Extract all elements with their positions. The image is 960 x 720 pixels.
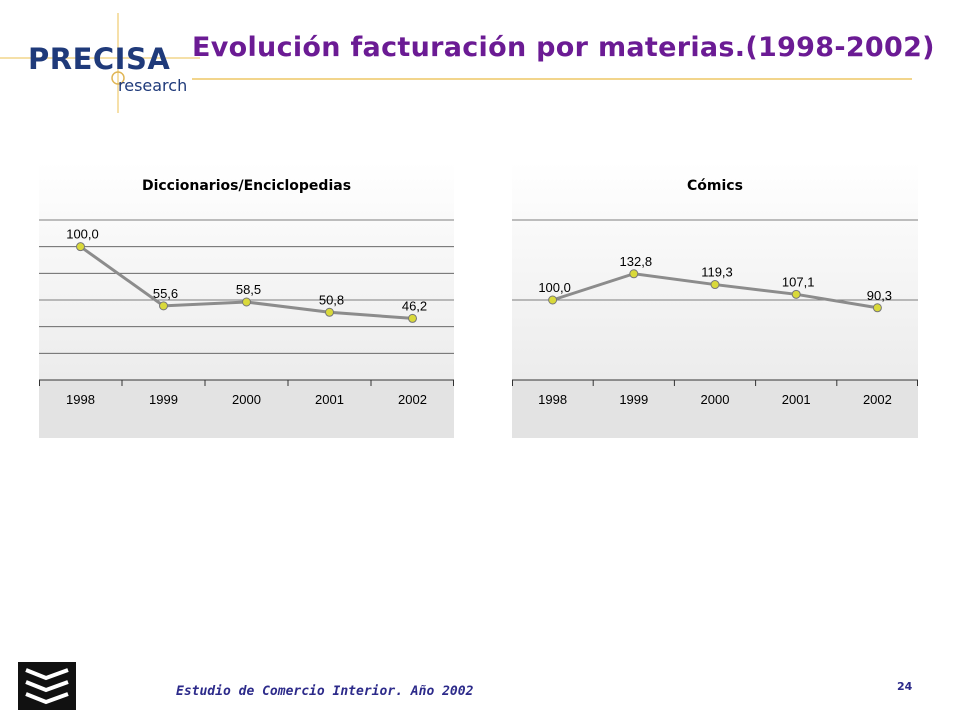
data-label: 107,1	[782, 274, 815, 289]
x-tick-label: 2001	[782, 392, 811, 407]
data-point	[408, 313, 417, 323]
x-tick-label: 1999	[149, 392, 178, 407]
x-tick-label: 1999	[619, 392, 648, 407]
logo-crosshair-icon	[0, 13, 200, 113]
data-point	[629, 269, 639, 279]
data-label: 90,3	[867, 288, 892, 303]
footer-text: Estudio de Comercio Interior. Año 2002	[176, 684, 474, 699]
chart-diccionarios-svg: Diccionarios/Enciclopedias 100,0 55,6 58,5 5…	[39, 162, 454, 438]
data-label: 100,0	[538, 280, 571, 295]
data-label: 119,3	[701, 265, 733, 280]
data-point	[242, 297, 251, 307]
data-label: 58,5	[236, 282, 261, 297]
data-point	[548, 295, 558, 305]
x-tick-label: 1998	[66, 392, 95, 407]
plot-background	[39, 162, 454, 380]
data-point	[159, 301, 168, 311]
x-tick-label: 2002	[863, 392, 892, 407]
data-label: 50,8	[319, 292, 344, 307]
x-tick-label: 2000	[701, 392, 730, 407]
data-point	[872, 303, 882, 313]
chart-comics-svg: Cómics 100,0 132,8 119,3 107,1 90,3 1998 1999 20…	[512, 162, 918, 438]
data-point	[791, 289, 801, 299]
chart-title: Cómics	[687, 178, 743, 194]
axis-band	[512, 380, 918, 438]
page-title: Evolución facturación por materias.(1998…	[192, 32, 935, 63]
data-label: 55,6	[153, 286, 178, 301]
precisa-logo: PRECISA research	[0, 8, 200, 113]
page-number: 24	[897, 680, 913, 693]
chart-title: Diccionarios/Enciclopedias	[142, 178, 351, 194]
data-point	[710, 280, 720, 290]
x-tick-label: 2000	[232, 392, 261, 407]
logo-sub-text: research	[118, 76, 188, 95]
title-underline	[192, 78, 912, 80]
footer-logo-icon	[18, 662, 76, 710]
data-label: 46,2	[402, 298, 427, 313]
logo-brand-text: PRECISA	[28, 42, 171, 76]
x-tick-label: 1998	[538, 392, 567, 407]
chart-comics: Cómics 100,0 132,8 119,3 107,1 90,3 1998 1999 20…	[512, 162, 918, 438]
data-point	[325, 307, 334, 317]
axis-band	[39, 380, 454, 438]
data-point	[76, 242, 85, 252]
x-tick-label: 2002	[398, 392, 427, 407]
chart-diccionarios: Diccionarios/Enciclopedias 100,0 55,6 58,5 5…	[39, 162, 454, 438]
data-label: 132,8	[620, 254, 653, 269]
data-label: 100,0	[66, 227, 99, 242]
x-tick-label: 2001	[315, 392, 344, 407]
plot-background	[512, 162, 918, 380]
